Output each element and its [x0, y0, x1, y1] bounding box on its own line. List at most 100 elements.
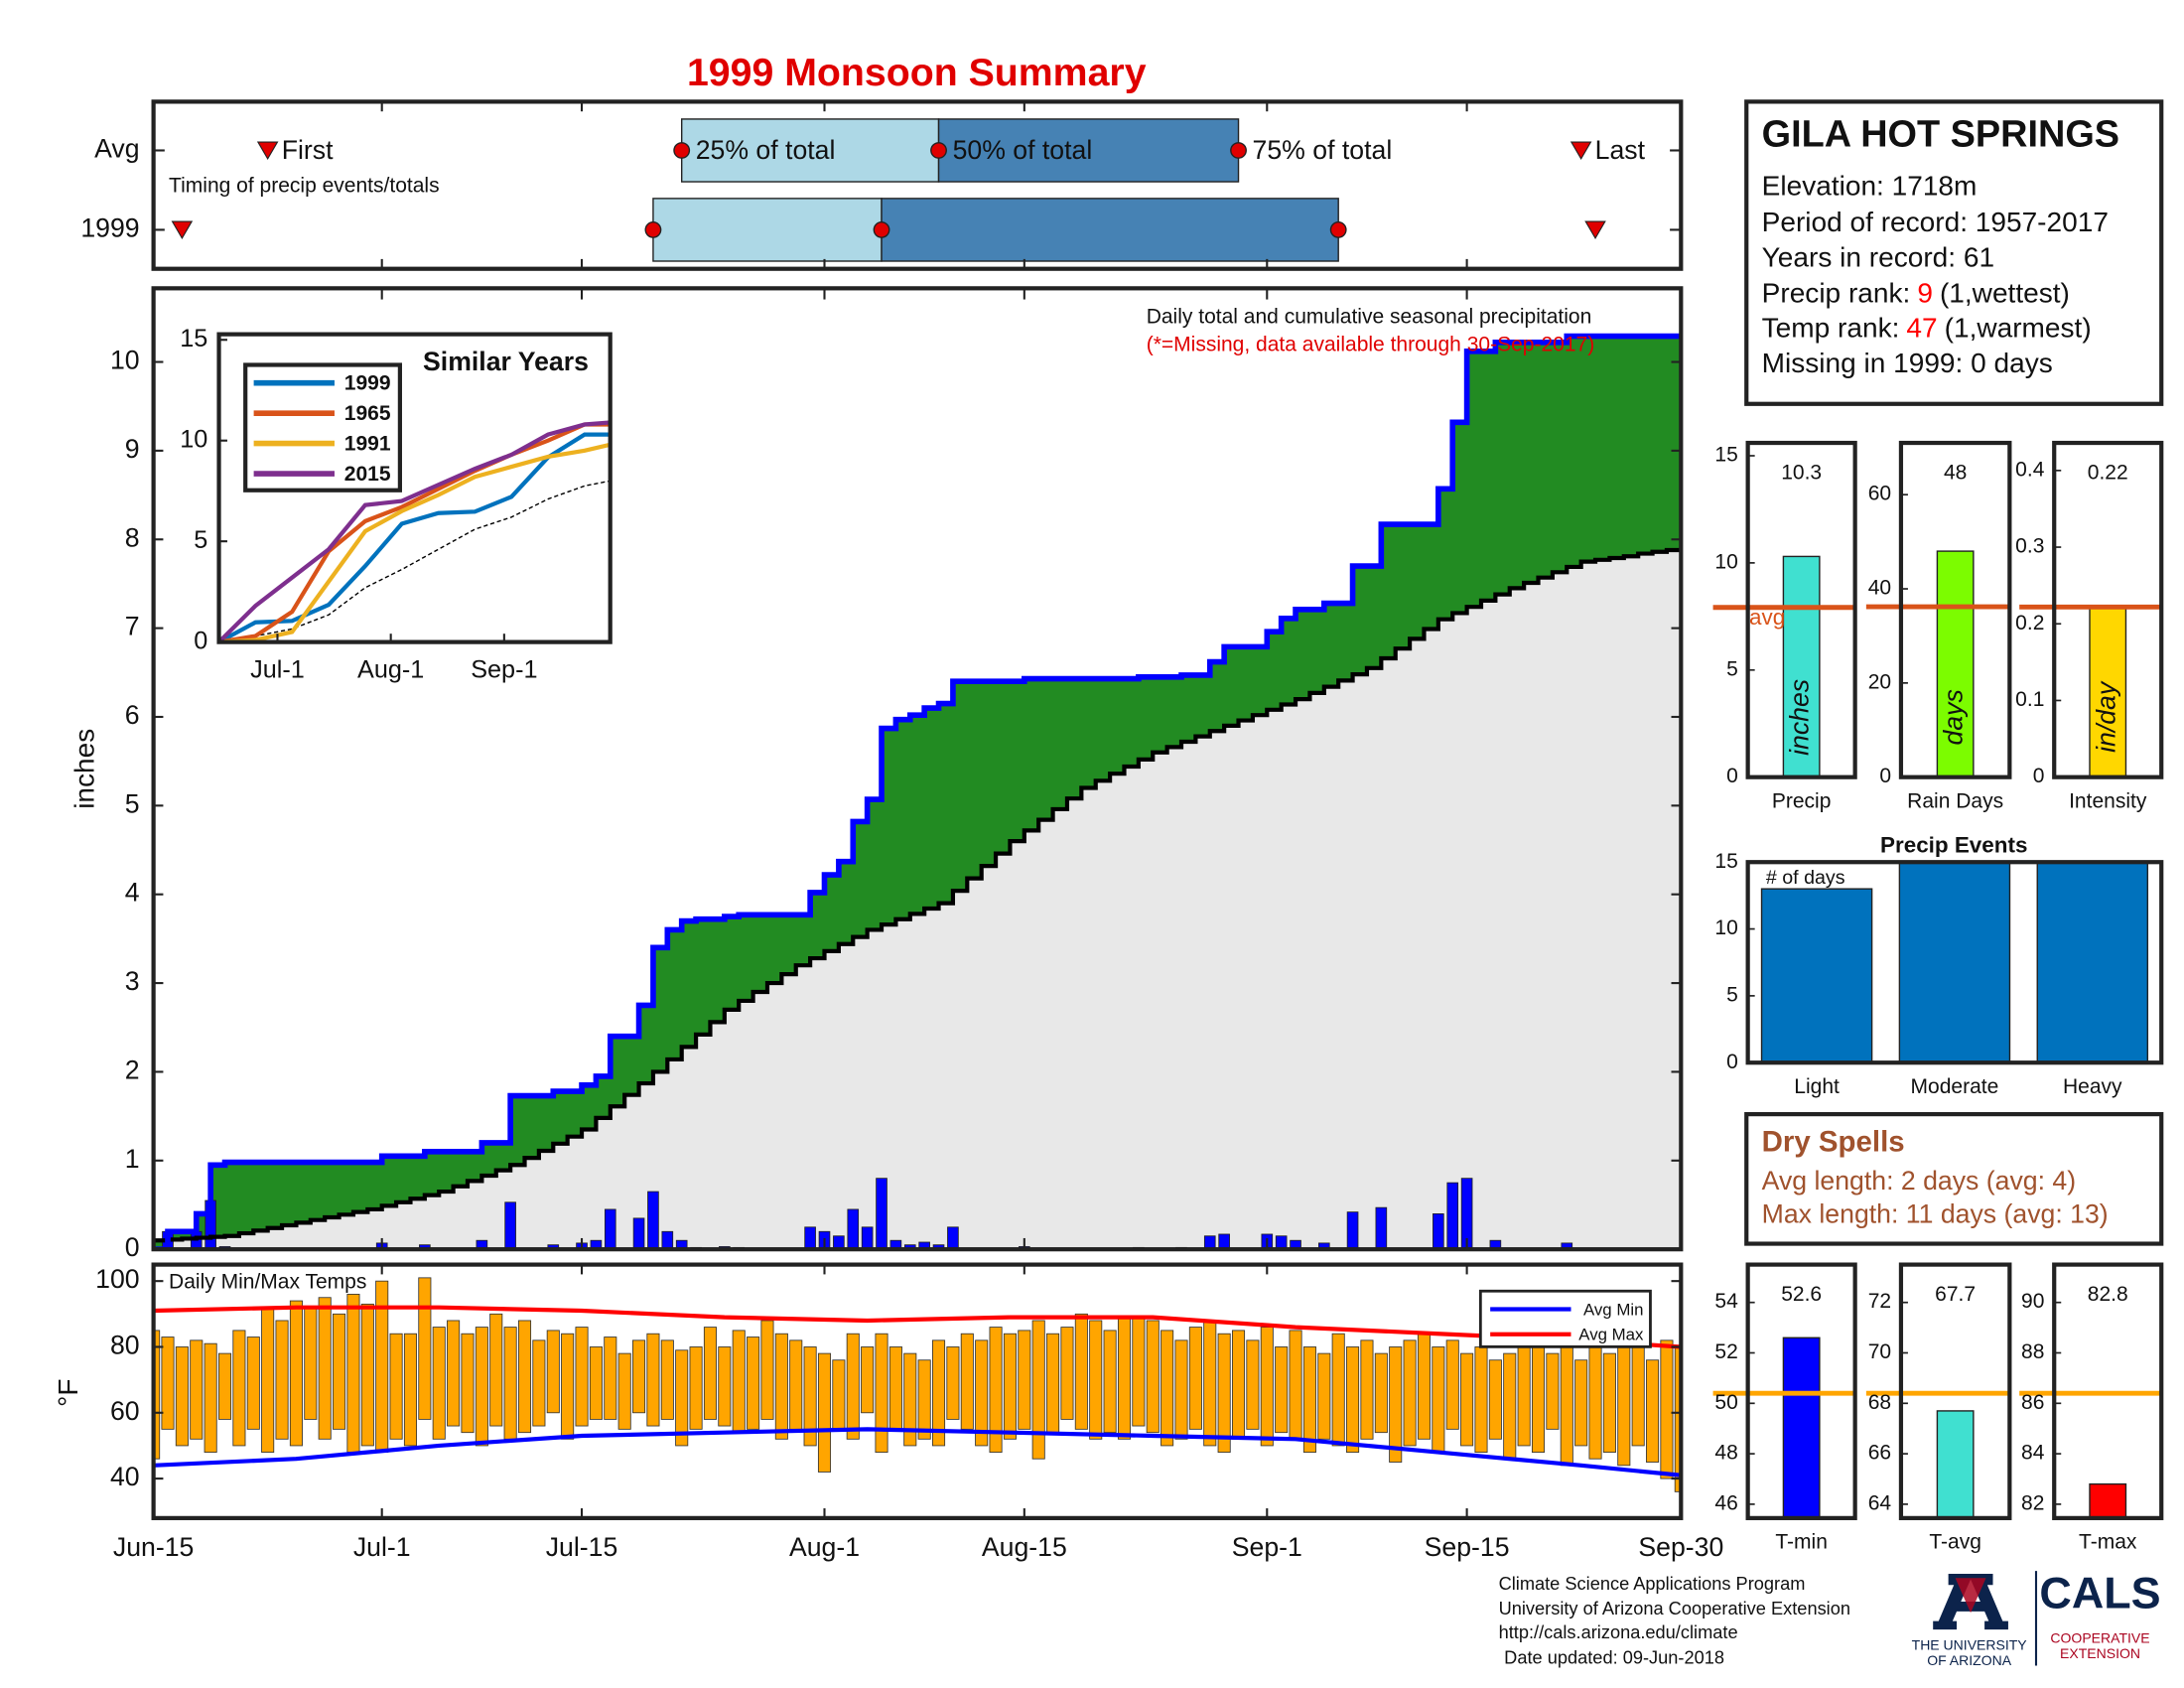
temp-bar — [275, 1320, 289, 1440]
inset-frame — [216, 332, 613, 644]
y-tick-label: 60 — [110, 1396, 140, 1426]
avg-temp-line — [153, 1305, 1682, 1349]
temp-bar — [1488, 1359, 1502, 1440]
temp-bar — [747, 1336, 760, 1430]
temp-bar — [403, 1333, 417, 1447]
timing-note: Timing of precip events/totals — [169, 175, 440, 198]
temp-bar — [447, 1320, 461, 1427]
summary-value: 82.8 — [2088, 1283, 2128, 1306]
station-missing: Missing in 1999: 0 days — [1762, 348, 2053, 378]
temp-bar — [1275, 1346, 1289, 1434]
timing-late — [937, 118, 1240, 183]
temp-bar — [846, 1333, 860, 1440]
y-tick-label: 46 — [1714, 1491, 1737, 1514]
summary-frame — [1898, 440, 2012, 779]
daily-bar — [918, 1241, 930, 1250]
summary-value: 67.7 — [1935, 1283, 1976, 1306]
dry-spells-title: Dry Spells — [1762, 1125, 1905, 1158]
x-tick-label: Sep-1 — [471, 656, 537, 684]
cals-sub: EXTENSION — [2060, 1645, 2140, 1661]
temp-bar — [546, 1330, 560, 1414]
temp-bar — [946, 1346, 960, 1420]
summary-category: T-min — [1775, 1531, 1828, 1554]
y-tick-label: 0.2 — [2015, 612, 2044, 634]
rank-value: 9 — [1917, 278, 1933, 309]
summary-value: 48 — [1944, 461, 1967, 484]
temp-bar — [1660, 1339, 1674, 1479]
summary-category: Rain Days — [1907, 789, 2003, 812]
x-tick-label: Sep-30 — [1638, 1532, 1723, 1562]
temp-frame — [151, 1262, 1684, 1520]
y-tick-label: 82 — [2021, 1491, 2044, 1514]
temp-bar — [1089, 1320, 1103, 1440]
series-line — [218, 422, 611, 642]
y-tick-label: 100 — [95, 1264, 139, 1294]
bar-unit: inches — [1785, 679, 1815, 756]
surplus-area — [153, 336, 1682, 1250]
summary-value: 0.22 — [2088, 461, 2128, 484]
temp-bar — [217, 1352, 232, 1420]
event-bar — [2036, 861, 2149, 1063]
x-tick-label: Sep-1 — [1232, 1532, 1302, 1562]
timing-dot — [644, 221, 662, 238]
temp-bar — [632, 1339, 646, 1414]
bar-unit: in/day — [2091, 680, 2120, 753]
temp-bar — [360, 1303, 374, 1447]
y-tick-label: 2 — [125, 1055, 140, 1084]
summary-bar — [1782, 555, 1821, 778]
rank-value: 47 — [1906, 313, 1937, 344]
summary-bar — [2089, 608, 2127, 778]
temp-bar — [475, 1327, 488, 1447]
temp-title: Daily Min/Max Temps — [169, 1270, 366, 1293]
temp-bar — [153, 1330, 161, 1460]
temp-bar — [1146, 1320, 1160, 1434]
summary-category: T-max — [2079, 1531, 2137, 1554]
avg-area — [153, 548, 1682, 1250]
temp-bar — [1188, 1327, 1202, 1430]
x-tick-label: Jun-15 — [113, 1532, 194, 1562]
bar-unit: days — [1939, 689, 1969, 745]
x-tick-label: Moderate — [1911, 1075, 1999, 1098]
y-tick-label: 0.3 — [2015, 535, 2044, 558]
y-tick-label: 70 — [1868, 1340, 1891, 1363]
cals-logo: CALS — [2039, 1567, 2160, 1618]
daily-bar — [876, 1178, 887, 1250]
y-tick-label: 5 — [1726, 657, 1738, 680]
temp-bar — [861, 1346, 875, 1414]
daily-bar — [504, 1201, 516, 1250]
timing-dot — [1329, 221, 1347, 238]
dry-spells-box — [1744, 1112, 2164, 1246]
station-name: GILA HOT SPRINGS — [1762, 113, 2119, 155]
temp-bar — [1003, 1333, 1017, 1440]
avg-temp-line — [153, 1427, 1682, 1477]
temp-bar — [1460, 1352, 1474, 1447]
temp-bar — [718, 1346, 732, 1427]
timing-frame — [151, 99, 1684, 271]
y-tick-label: 0 — [1726, 1051, 1738, 1073]
y-tick-label: 0 — [2033, 765, 2045, 787]
temp-bar — [1074, 1313, 1088, 1430]
x-tick-label: Aug-15 — [982, 1532, 1067, 1562]
daily-bar — [661, 1230, 674, 1250]
y-tick-label: 66 — [1868, 1442, 1891, 1465]
temp-bar — [1018, 1330, 1031, 1430]
temp-bar — [1046, 1333, 1060, 1434]
summary-frame — [1898, 1262, 2012, 1520]
summary-category: Intensity — [2069, 789, 2147, 812]
temp-bar — [489, 1313, 503, 1427]
temp-bar — [589, 1346, 603, 1420]
timing-dot — [673, 142, 691, 159]
inset-title: Similar Years — [423, 347, 589, 376]
y-tick-label: 60 — [1868, 483, 1891, 505]
y-tick-label: 0.4 — [2015, 458, 2045, 481]
y-tick-label: 72 — [1868, 1290, 1891, 1313]
y-tick-label: 86 — [2021, 1391, 2044, 1414]
daily-bar — [804, 1226, 816, 1250]
summary-bar — [1936, 1410, 1975, 1519]
rank-label: Temp rank: — [1762, 313, 1900, 344]
y-axis-label: °F — [53, 1378, 83, 1406]
daily-bar — [861, 1226, 874, 1250]
temp-bar — [774, 1333, 788, 1440]
dry-spells-line: Avg length: 2 days (avg: 4) — [1762, 1166, 2076, 1196]
